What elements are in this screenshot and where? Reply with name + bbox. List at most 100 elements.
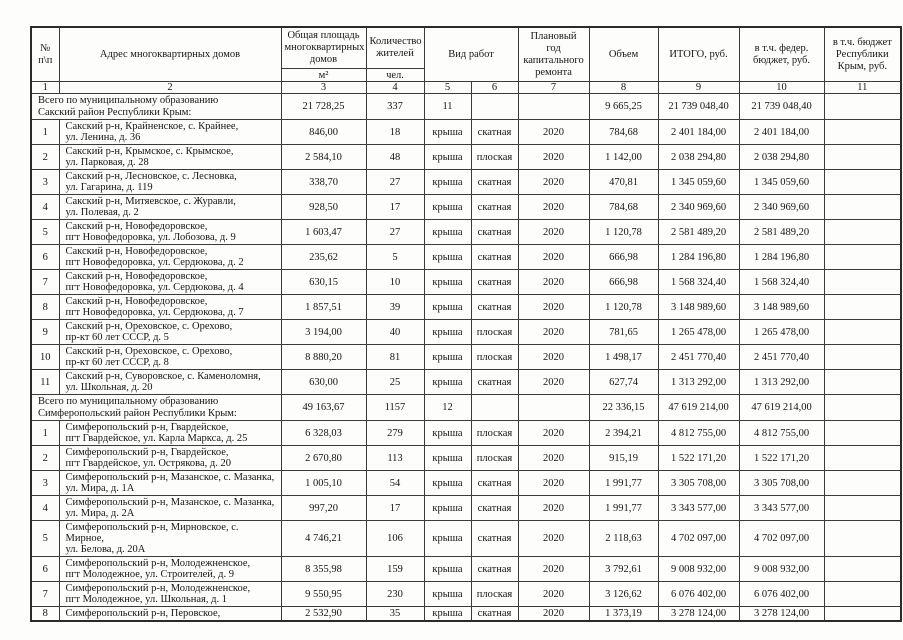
cell-residents: 35 [365,606,425,622]
cell-roof-type: скатная [470,244,519,270]
summary-area: 21 728,25 [280,93,367,120]
cell-republic [823,495,902,521]
cell-residents: 17 [365,495,425,521]
table-row: 2 Сакский р-н, Крымское, с. Крымское, ул.… [30,144,902,170]
cell-address: Сакский р-н, Крымское, с. Крымское, ул. … [58,144,282,170]
cell-area: 6 328,03 [280,420,367,446]
cell-year: 2020 [517,144,590,170]
cell-volume: 3 792,61 [588,556,659,582]
cell-volume: 1 120,78 [588,219,659,245]
cell-row-number: 1 [30,119,60,145]
summary-year [517,394,590,421]
cell-total: 4 702 097,00 [657,520,740,557]
cell-federal: 9 008 932,00 [738,556,825,582]
cell-work-type: крыша [423,294,472,320]
cell-roof-type: плоская [470,319,519,345]
cell-federal: 1 345 059,60 [738,169,825,195]
cell-work-type: крыша [423,319,472,345]
cell-work-type: крыша [423,169,472,195]
cell-work-type: крыша [423,495,472,521]
cell-year: 2020 [517,495,590,521]
cell-volume: 2 394,21 [588,420,659,446]
cell-row-number: 3 [30,470,60,496]
summary-total: 47 619 214,00 [657,394,740,421]
header-work-type: Вид работ [423,26,519,82]
cell-work-type: крыша [423,369,472,395]
cell-area: 4 746,21 [280,520,367,557]
cell-address: Симферопольский р-н, Молодежненское, пгт… [58,556,282,582]
cell-area: 235,62 [280,244,367,270]
summary-total: 21 739 048,40 [657,93,740,120]
cell-federal: 6 076 402,00 [738,581,825,607]
cell-year: 2020 [517,219,590,245]
cell-address: Сакский р-н, Ореховское, с. Орехово, пр-… [58,319,282,345]
summary-roof-type [470,394,519,421]
cell-volume: 915,19 [588,445,659,471]
cell-total: 3 305 708,00 [657,470,740,496]
cell-residents: 27 [365,219,425,245]
table-row: 7 Сакский р-н, Новофедоровское, пгт Новоф… [30,269,902,295]
cell-total: 3 278 124,00 [657,606,740,622]
colnum-2: 2 [58,81,282,94]
cell-roof-type: скатная [470,606,519,622]
cell-row-number: 2 [30,144,60,170]
summary-residents: 1157 [365,394,425,421]
cell-roof-type: плоская [470,144,519,170]
cell-address: Сакский р-н, Крайненское, с. Крайнее, ул… [58,119,282,145]
cell-total: 4 812 755,00 [657,420,740,446]
cell-address: Сакский р-н, Лесновское, с. Лесновка, ул… [58,169,282,195]
cell-year: 2020 [517,470,590,496]
cell-republic [823,319,902,345]
cell-year: 2020 [517,194,590,220]
cell-work-type: крыша [423,556,472,582]
cell-roof-type: скатная [470,269,519,295]
cell-republic [823,269,902,295]
colnum-9: 9 [657,81,740,94]
colnum-7: 7 [517,81,590,94]
cell-republic [823,420,902,446]
cell-residents: 17 [365,194,425,220]
cell-residents: 48 [365,144,425,170]
cell-row-number: 6 [30,244,60,270]
header-area-unit: м² [280,68,367,82]
cell-volume: 1 373,19 [588,606,659,622]
cell-residents: 18 [365,119,425,145]
cell-volume: 2 118,63 [588,520,659,557]
cell-total: 2 581 489,20 [657,219,740,245]
cell-area: 338,70 [280,169,367,195]
cell-total: 3 148 989,60 [657,294,740,320]
cell-year: 2020 [517,244,590,270]
cell-row-number: 4 [30,194,60,220]
cell-residents: 159 [365,556,425,582]
colnum-3: 3 [280,81,367,94]
cell-federal: 2 340 969,60 [738,194,825,220]
header-residents-unit: чел. [365,68,425,82]
cell-republic [823,219,902,245]
cell-year: 2020 [517,520,590,557]
cell-federal: 1 284 196,80 [738,244,825,270]
cell-republic [823,470,902,496]
cell-volume: 666,98 [588,269,659,295]
table-row: 7 Симферопольский р-н, Молодежненское, пг… [30,581,902,607]
cell-federal: 1 522 171,20 [738,445,825,471]
cell-year: 2020 [517,319,590,345]
cell-total: 1 522 171,20 [657,445,740,471]
cell-residents: 27 [365,169,425,195]
table-header: № п\п Адрес многоквартирных домов Общая … [30,26,902,94]
summary-roof-type [470,93,519,120]
cell-row-number: 11 [30,369,60,395]
colnum-1: 1 [30,81,60,94]
cell-year: 2020 [517,420,590,446]
summary-volume: 22 336,15 [588,394,659,421]
cell-federal: 1 568 324,40 [738,269,825,295]
cell-area: 928,50 [280,194,367,220]
cell-row-number: 10 [30,344,60,370]
cell-year: 2020 [517,581,590,607]
cell-residents: 39 [365,294,425,320]
cell-year: 2020 [517,344,590,370]
header-volume: Объем [588,26,659,82]
cell-roof-type: скатная [470,556,519,582]
cell-volume: 1 142,00 [588,144,659,170]
cell-work-type: крыша [423,445,472,471]
cell-volume: 1 991,77 [588,495,659,521]
